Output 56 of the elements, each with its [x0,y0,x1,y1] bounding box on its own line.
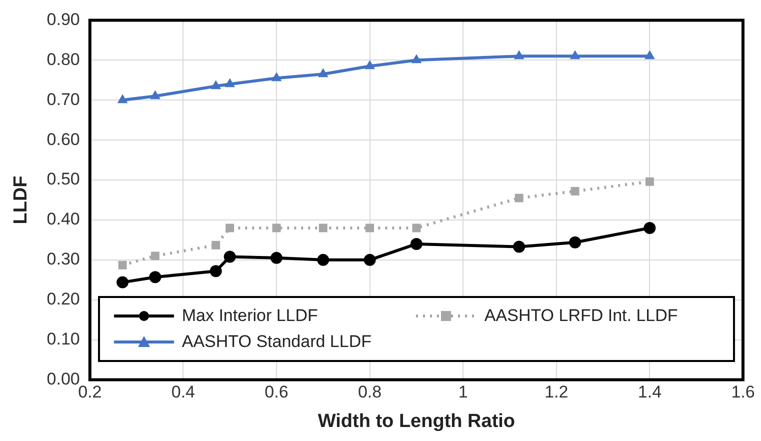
point [364,254,376,266]
point [149,271,162,284]
y-tick-label: 0.00 [46,369,80,388]
point [644,222,656,234]
point [118,260,127,270]
point [150,252,160,260]
legend-label: AASHTO Standard LLDF [182,332,372,352]
point [644,50,655,60]
y-tick-label: 0.20 [46,290,80,309]
x-tick-label: 1 [458,382,468,402]
point [226,224,234,232]
y-axis-title: LLDF [10,176,32,224]
point [513,240,526,253]
legend-label: AASHTO LRFD Int. LLDF [484,306,678,326]
point [645,177,654,186]
x-axis-title: Width to Length Ratio [318,410,516,432]
point [116,276,129,288]
point [224,78,236,88]
point [210,80,222,90]
point [272,224,281,232]
point [514,50,524,60]
point [570,50,580,60]
point [212,240,220,250]
point [210,265,222,278]
point [317,254,330,266]
point [570,186,580,196]
point [318,224,328,232]
x-tick-label: 1.6 [731,382,755,402]
y-tick-label: 0.40 [46,210,80,229]
point [514,194,524,202]
point [411,54,422,64]
point [150,90,160,100]
x-tick-label: 1.2 [544,382,568,402]
point [224,250,236,263]
point [117,94,128,104]
y-tick-label: 0.90 [46,10,80,29]
y-tick-label: 0.30 [46,250,80,269]
x-tick-label: 0.2 [78,382,102,402]
point [569,236,582,248]
y-tick-label: 0.80 [46,50,80,69]
point [410,238,422,250]
point [366,224,374,232]
point [271,72,282,82]
point [364,60,375,70]
x-tick-label: 0.4 [171,382,196,402]
x-tick-label: 1.4 [638,382,662,402]
point [318,68,328,78]
y-tick-label: 0.60 [46,130,80,149]
y-tick-label: 0.70 [46,90,80,109]
x-tick-label: 0.6 [264,382,288,402]
point [270,252,282,264]
x-tick-label: 0.8 [358,382,382,402]
legend-label: Max Interior LLDF [182,306,318,326]
point [412,224,421,232]
y-tick-label: 0.10 [46,330,80,349]
y-tick-label: 0.50 [46,170,80,189]
